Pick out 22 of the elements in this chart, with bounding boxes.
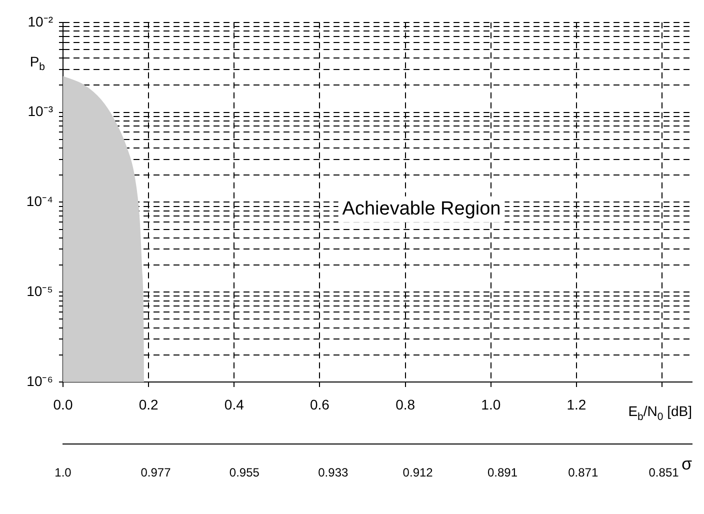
y-tick-label: 10⁻⁵ bbox=[26, 282, 53, 299]
x2-tick-label: 0.912 bbox=[402, 466, 434, 480]
x2-tick-label: 0.871 bbox=[568, 466, 598, 480]
x2-tick-label: 0.977 bbox=[140, 466, 172, 480]
x2-tick-label: 0.955 bbox=[229, 466, 260, 480]
annotation: Achievable Region bbox=[342, 198, 501, 220]
x2-tick-label: 0.891 bbox=[487, 466, 518, 480]
x2-tick-label: 0.851 bbox=[648, 466, 680, 480]
x-tick-label: 0.6 bbox=[310, 396, 330, 412]
x-tick-label: 1.2 bbox=[566, 396, 586, 412]
x-tick-label: 1.0 bbox=[481, 396, 501, 412]
y-tick-label: 10⁻³ bbox=[28, 103, 54, 120]
y-tick-label: 10⁻² bbox=[28, 13, 54, 30]
x-tick-label: 0.8 bbox=[396, 396, 416, 412]
x-tick-label: 0.2 bbox=[138, 396, 159, 412]
x2-axis-title: σ bbox=[682, 454, 693, 474]
x2-tick-label: 0.933 bbox=[318, 466, 348, 480]
y-tick-label: 10⁻⁶ bbox=[26, 372, 53, 389]
y-tick-label: 10⁻⁴ bbox=[26, 193, 53, 210]
x2-tick-label: 1.0 bbox=[54, 466, 72, 480]
x-tick-label: 0.4 bbox=[224, 396, 244, 412]
x-tick-label: 0.0 bbox=[53, 396, 73, 412]
